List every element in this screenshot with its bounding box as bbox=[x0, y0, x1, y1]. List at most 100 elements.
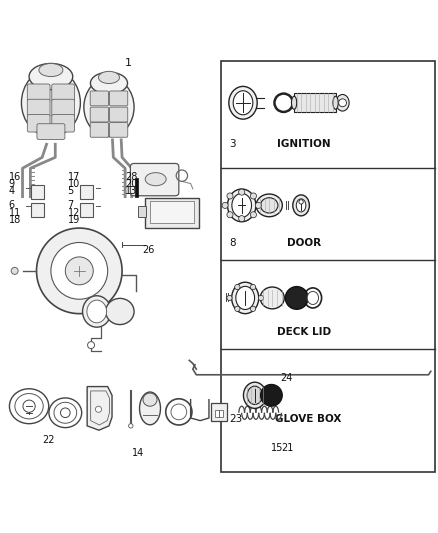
Text: 3: 3 bbox=[229, 139, 236, 149]
Circle shape bbox=[227, 193, 233, 199]
Text: 18: 18 bbox=[9, 215, 21, 225]
Ellipse shape bbox=[145, 173, 166, 185]
FancyBboxPatch shape bbox=[37, 124, 65, 140]
Circle shape bbox=[88, 342, 95, 349]
Ellipse shape bbox=[256, 194, 283, 217]
Circle shape bbox=[11, 268, 18, 274]
Ellipse shape bbox=[82, 296, 111, 327]
Bar bbox=[31, 203, 44, 217]
Circle shape bbox=[275, 94, 293, 112]
Circle shape bbox=[222, 203, 228, 208]
Bar bbox=[150, 201, 194, 223]
Ellipse shape bbox=[87, 300, 106, 323]
Bar bbox=[294, 93, 336, 112]
FancyBboxPatch shape bbox=[27, 84, 50, 101]
Circle shape bbox=[251, 306, 256, 311]
Circle shape bbox=[227, 212, 233, 218]
Text: 11: 11 bbox=[9, 208, 21, 218]
Text: 9: 9 bbox=[9, 180, 15, 189]
Circle shape bbox=[239, 215, 245, 222]
Ellipse shape bbox=[336, 94, 349, 111]
Circle shape bbox=[51, 243, 108, 299]
FancyBboxPatch shape bbox=[52, 84, 74, 101]
Circle shape bbox=[255, 203, 261, 208]
Text: 22: 22 bbox=[42, 435, 55, 445]
Ellipse shape bbox=[29, 63, 73, 90]
Circle shape bbox=[129, 424, 133, 428]
Text: 14: 14 bbox=[132, 448, 144, 458]
Circle shape bbox=[339, 99, 346, 107]
Circle shape bbox=[261, 384, 283, 406]
Ellipse shape bbox=[260, 287, 284, 309]
Ellipse shape bbox=[99, 71, 120, 84]
FancyBboxPatch shape bbox=[110, 91, 128, 106]
Text: 17: 17 bbox=[67, 172, 80, 182]
FancyBboxPatch shape bbox=[27, 99, 50, 117]
Text: 4: 4 bbox=[9, 187, 15, 196]
Text: IGNITION: IGNITION bbox=[277, 139, 331, 149]
Text: 16: 16 bbox=[9, 172, 21, 182]
Text: 8: 8 bbox=[229, 238, 236, 248]
Circle shape bbox=[60, 408, 70, 417]
Ellipse shape bbox=[84, 78, 134, 136]
FancyBboxPatch shape bbox=[90, 123, 109, 138]
Ellipse shape bbox=[296, 199, 306, 212]
Text: 26: 26 bbox=[143, 245, 155, 255]
FancyBboxPatch shape bbox=[131, 164, 179, 196]
Circle shape bbox=[299, 200, 303, 204]
Ellipse shape bbox=[229, 86, 257, 119]
Ellipse shape bbox=[143, 393, 157, 406]
Bar bbox=[135, 179, 138, 197]
Ellipse shape bbox=[293, 195, 309, 216]
Text: 5: 5 bbox=[67, 187, 74, 196]
Text: ||: || bbox=[225, 294, 231, 302]
Ellipse shape bbox=[227, 189, 256, 222]
Polygon shape bbox=[87, 386, 112, 430]
Circle shape bbox=[95, 406, 102, 413]
Text: 12: 12 bbox=[67, 208, 80, 218]
Circle shape bbox=[251, 285, 256, 289]
Ellipse shape bbox=[236, 286, 254, 310]
Text: 21: 21 bbox=[282, 443, 294, 453]
Circle shape bbox=[251, 193, 257, 199]
Ellipse shape bbox=[21, 69, 81, 136]
FancyBboxPatch shape bbox=[52, 115, 74, 132]
Text: DECK LID: DECK LID bbox=[277, 327, 331, 337]
Ellipse shape bbox=[291, 96, 297, 109]
Ellipse shape bbox=[304, 288, 321, 308]
FancyBboxPatch shape bbox=[90, 91, 109, 106]
FancyBboxPatch shape bbox=[52, 99, 74, 117]
Ellipse shape bbox=[106, 298, 134, 325]
FancyBboxPatch shape bbox=[27, 115, 50, 132]
Circle shape bbox=[286, 287, 308, 309]
Text: 1: 1 bbox=[125, 59, 132, 68]
Ellipse shape bbox=[307, 292, 318, 304]
Bar bbox=[221, 61, 435, 472]
Bar bbox=[215, 410, 223, 417]
FancyBboxPatch shape bbox=[145, 198, 199, 228]
Bar bbox=[138, 206, 146, 217]
Ellipse shape bbox=[333, 96, 338, 109]
Ellipse shape bbox=[247, 386, 262, 405]
Ellipse shape bbox=[90, 72, 127, 94]
Circle shape bbox=[251, 212, 257, 218]
Circle shape bbox=[239, 189, 245, 195]
FancyBboxPatch shape bbox=[110, 107, 128, 122]
Circle shape bbox=[65, 257, 93, 285]
Circle shape bbox=[23, 400, 35, 413]
Bar bbox=[31, 185, 44, 199]
Text: ||: || bbox=[285, 201, 291, 210]
Text: GLOVE BOX: GLOVE BOX bbox=[276, 414, 342, 424]
Circle shape bbox=[258, 295, 264, 301]
Circle shape bbox=[235, 306, 240, 311]
Ellipse shape bbox=[39, 63, 63, 77]
Ellipse shape bbox=[232, 193, 251, 217]
Text: 10: 10 bbox=[67, 180, 80, 189]
Ellipse shape bbox=[232, 282, 259, 313]
FancyBboxPatch shape bbox=[110, 123, 128, 138]
Bar bbox=[211, 403, 227, 422]
Ellipse shape bbox=[244, 382, 266, 408]
Ellipse shape bbox=[233, 91, 253, 115]
Circle shape bbox=[36, 228, 122, 313]
Bar bbox=[80, 203, 93, 217]
